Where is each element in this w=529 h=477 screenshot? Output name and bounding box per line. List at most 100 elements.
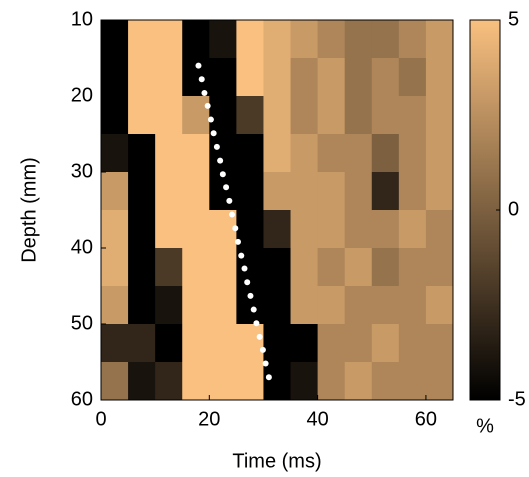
heat-cell bbox=[128, 210, 156, 249]
heat-cell bbox=[236, 20, 264, 59]
marker-dot bbox=[253, 320, 260, 327]
heat-cell bbox=[371, 324, 400, 363]
heat-cell bbox=[317, 324, 346, 363]
heat-cell bbox=[371, 248, 400, 287]
heat-cell bbox=[182, 210, 210, 249]
heat-cell bbox=[398, 362, 427, 401]
heat-cell bbox=[263, 172, 292, 211]
colorbar-tick-label: 0 bbox=[508, 198, 519, 220]
heat-cell bbox=[344, 210, 373, 249]
x-tick-label: 20 bbox=[198, 408, 220, 430]
marker-dot bbox=[229, 211, 236, 218]
heat-cell bbox=[290, 20, 319, 59]
heat-cell bbox=[290, 134, 319, 173]
heat-cell bbox=[155, 286, 183, 325]
marker-dot bbox=[235, 238, 242, 245]
heat-cell bbox=[155, 58, 183, 97]
heat-cell bbox=[344, 248, 373, 287]
heat-cell bbox=[398, 134, 427, 173]
heat-cell bbox=[236, 96, 264, 135]
heat-cell bbox=[425, 20, 454, 59]
marker-dot bbox=[204, 102, 211, 109]
heat-cell bbox=[209, 58, 237, 97]
marker-dot bbox=[256, 333, 263, 340]
heat-cell bbox=[155, 134, 183, 173]
x-tick-label: 60 bbox=[415, 408, 437, 430]
heat-cell bbox=[425, 58, 454, 97]
x-axis-label: Time (ms) bbox=[232, 450, 321, 472]
heat-cell bbox=[425, 96, 454, 135]
heat-cell bbox=[128, 96, 156, 135]
heat-cell bbox=[209, 286, 237, 325]
heat-cell bbox=[182, 362, 210, 401]
marker-dot bbox=[217, 157, 224, 164]
heat-cell bbox=[128, 172, 156, 211]
heat-cell bbox=[101, 210, 129, 249]
heat-cell bbox=[425, 286, 454, 325]
heat-cell bbox=[263, 210, 292, 249]
heat-cell bbox=[290, 210, 319, 249]
heat-cell bbox=[263, 362, 292, 401]
heat-cell bbox=[344, 96, 373, 135]
marker-dot bbox=[207, 116, 214, 123]
heat-cell bbox=[182, 324, 210, 363]
heat-cell bbox=[263, 324, 292, 363]
heat-cell bbox=[317, 286, 346, 325]
heat-cell bbox=[236, 172, 264, 211]
heat-cell bbox=[101, 96, 129, 135]
colorbar-tick-label: -5 bbox=[508, 388, 526, 410]
heat-cell bbox=[155, 172, 183, 211]
heat-cell bbox=[128, 286, 156, 325]
heat-cell bbox=[155, 96, 183, 135]
heat-cell bbox=[209, 362, 237, 401]
marker-dot bbox=[250, 306, 257, 313]
heat-cell bbox=[236, 362, 264, 401]
heat-cell bbox=[182, 96, 210, 135]
heat-cell bbox=[344, 286, 373, 325]
heat-cell bbox=[263, 286, 292, 325]
heat-cell bbox=[371, 58, 400, 97]
heat-cell bbox=[155, 324, 183, 363]
heat-cell bbox=[290, 172, 319, 211]
heat-cell bbox=[317, 20, 346, 59]
heat-cell bbox=[128, 248, 156, 287]
heat-cell bbox=[101, 286, 129, 325]
heat-cell bbox=[425, 134, 454, 173]
heat-cell bbox=[398, 58, 427, 97]
heat-cell bbox=[209, 172, 237, 211]
y-tick-label: 40 bbox=[71, 236, 93, 258]
heat-cell bbox=[209, 324, 237, 363]
heat-cell bbox=[290, 96, 319, 135]
heat-cell bbox=[371, 96, 400, 135]
heat-cell bbox=[290, 362, 319, 401]
heat-cell bbox=[398, 248, 427, 287]
heat-cell bbox=[263, 248, 292, 287]
marker-dot bbox=[259, 346, 266, 353]
heat-cell bbox=[425, 172, 454, 211]
heat-cell bbox=[317, 134, 346, 173]
heat-cell bbox=[344, 134, 373, 173]
y-tick-label: 50 bbox=[71, 312, 93, 334]
heat-cell bbox=[209, 20, 237, 59]
x-tick-label: 40 bbox=[306, 408, 328, 430]
heat-cell bbox=[236, 324, 264, 363]
y-tick-label: 60 bbox=[71, 388, 93, 410]
heat-cell bbox=[128, 362, 156, 401]
heat-cell bbox=[155, 210, 183, 249]
heat-cell bbox=[290, 248, 319, 287]
heat-cell bbox=[371, 362, 400, 401]
marker-dot bbox=[213, 143, 220, 150]
heat-cell bbox=[371, 172, 400, 211]
heat-cell bbox=[236, 286, 264, 325]
heat-cell bbox=[344, 362, 373, 401]
heat-cell bbox=[128, 20, 156, 59]
heat-cell bbox=[317, 58, 346, 97]
heat-cell bbox=[290, 58, 319, 97]
y-tick-label: 20 bbox=[71, 84, 93, 106]
heat-cell bbox=[425, 362, 454, 401]
heat-cell bbox=[155, 248, 183, 287]
heat-cell bbox=[128, 58, 156, 97]
heat-cell bbox=[101, 134, 129, 173]
heat-cell bbox=[317, 210, 346, 249]
